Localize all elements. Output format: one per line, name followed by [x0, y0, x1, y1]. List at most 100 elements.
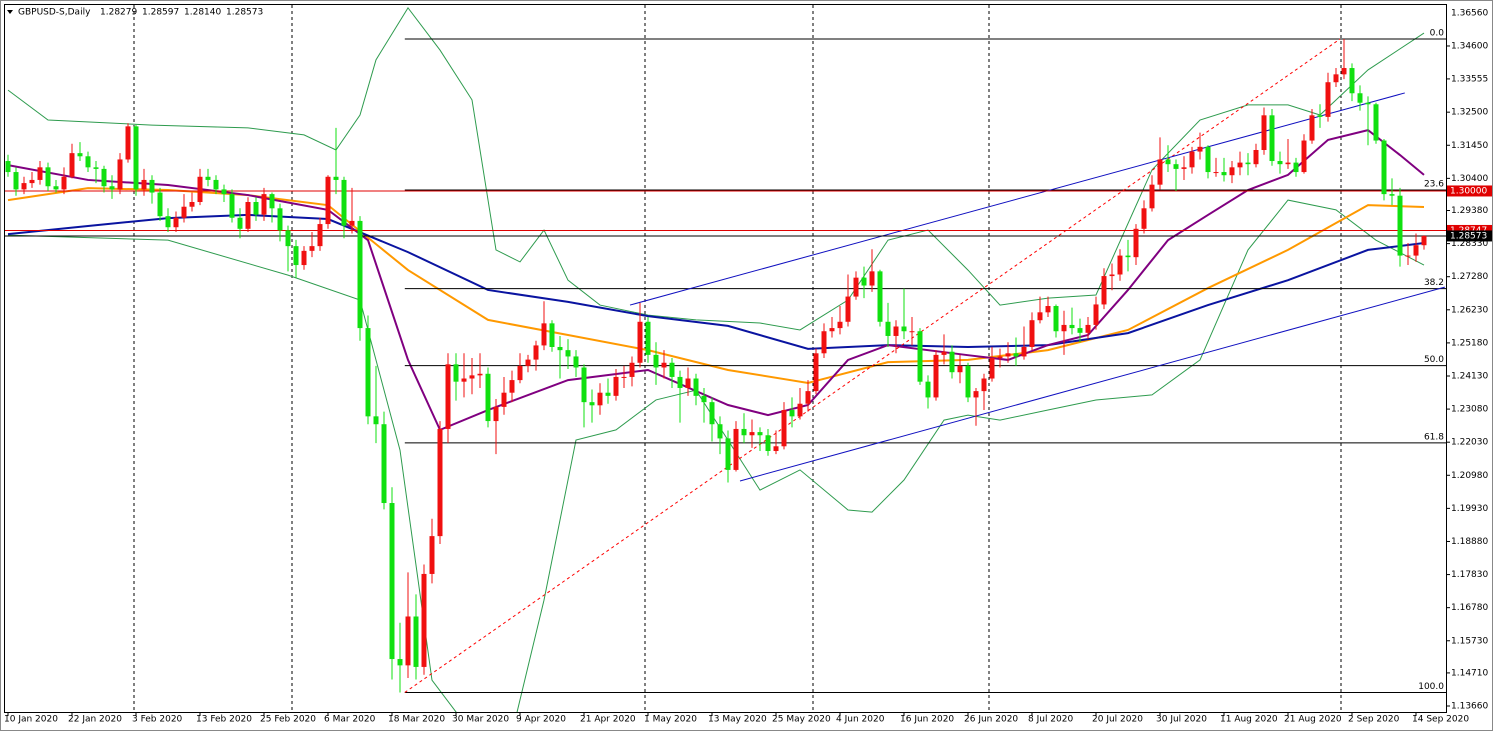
candle-body [525, 359, 531, 366]
candle-body [1405, 255, 1411, 257]
price-label-box [1447, 185, 1492, 197]
candle-body [133, 126, 139, 190]
candle-body [981, 378, 987, 392]
candle-body [101, 168, 107, 187]
candle-body [517, 365, 523, 381]
candle-body [253, 202, 259, 215]
candle-body [221, 189, 227, 195]
candle-body [1125, 255, 1131, 258]
x-tick-label: 1 May 2020 [644, 715, 697, 725]
candle-body [333, 176, 339, 180]
candle-body [477, 373, 483, 376]
y-tick-label: 1.32500 [1451, 108, 1488, 118]
candle-body [325, 176, 331, 225]
candle-body [1093, 304, 1099, 325]
candle-body [669, 362, 675, 377]
candle-body [965, 365, 971, 398]
candle-body [365, 328, 371, 417]
candle-body [173, 217, 179, 228]
y-tick-label: 1.14710 [1451, 668, 1488, 678]
fibo-label: 38.2 [1424, 278, 1444, 288]
candle-body [5, 161, 11, 173]
ohlc-value: 1.28140 [184, 8, 221, 18]
candle-body [453, 364, 459, 382]
candle-body [285, 230, 291, 247]
candle-body [437, 428, 443, 537]
candle-body [109, 186, 115, 190]
candle-body [349, 220, 355, 226]
ohlc-value: 1.28279 [100, 8, 137, 18]
candle-body [1061, 324, 1067, 332]
candle-body [1373, 104, 1379, 141]
candle-body [797, 403, 803, 417]
candle-body [821, 331, 827, 354]
candle-body [1365, 102, 1371, 105]
y-tick-label: 1.26230 [1451, 305, 1488, 315]
candle-body [501, 392, 507, 407]
plot-border [4, 4, 1447, 713]
candle-body [925, 381, 931, 398]
x-tick-label: 25 May 2020 [772, 715, 831, 725]
candle-body [1197, 146, 1203, 152]
candle-body [429, 536, 435, 574]
candle-body [829, 328, 835, 332]
candle-body [565, 350, 571, 357]
y-tick-label: 1.19930 [1451, 504, 1488, 514]
candle-body [229, 194, 235, 218]
candle-body [373, 416, 379, 425]
candle-body [1389, 194, 1395, 196]
y-tick-label: 1.20980 [1451, 471, 1488, 481]
candle-body [1141, 208, 1147, 229]
candle-body [973, 391, 979, 398]
candle-body [117, 159, 123, 190]
y-tick-label: 1.34600 [1451, 41, 1488, 51]
candle-body [653, 354, 659, 368]
x-tick-label: 21 Aug 2020 [1284, 715, 1342, 725]
candle-body [621, 376, 627, 378]
candle-body [933, 354, 939, 398]
x-tick-label: 22 Jan 2020 [68, 715, 122, 725]
candle-body [1357, 93, 1363, 103]
candle-body [1349, 68, 1355, 94]
trendline [629, 92, 1405, 306]
candle-body [1069, 324, 1075, 329]
candle-body [557, 346, 563, 351]
candle-body [293, 246, 299, 266]
x-tick-label: 13 May 2020 [708, 715, 767, 725]
y-tick-label: 1.31450 [1451, 141, 1488, 151]
candle-body [605, 392, 611, 396]
candle-body [1221, 172, 1227, 176]
candle-body [141, 179, 147, 190]
y-tick-label: 1.30400 [1451, 174, 1488, 184]
candle-body [493, 406, 499, 422]
plot-area [5, 6, 1446, 712]
candle-body [269, 194, 275, 209]
ohlc-values: 1.28279 1.28597 1.28140 1.28573 [100, 8, 263, 18]
y-tick-label: 1.25180 [1451, 338, 1488, 348]
candle-body [645, 321, 651, 355]
candle-body [853, 277, 859, 297]
candle-body [749, 432, 755, 436]
candle-body [301, 250, 307, 266]
candle-body [389, 503, 395, 660]
candle-body [1181, 167, 1187, 169]
candle-body [997, 356, 1003, 359]
candle-body [1293, 162, 1299, 173]
x-tick-label: 11 Aug 2020 [1220, 715, 1278, 725]
y-tick-label: 1.28330 [1451, 239, 1488, 249]
candle-body [461, 378, 467, 382]
candle-body [1045, 306, 1051, 313]
candle-body [717, 424, 723, 439]
candle-body [629, 362, 635, 377]
candle-body [677, 376, 683, 388]
y-tick-label: 1.33555 [1451, 74, 1488, 84]
candle-body [1053, 306, 1059, 332]
candle-body [1317, 115, 1323, 117]
candle-body [125, 126, 131, 160]
x-tick-label: 2 Sep 2020 [1348, 715, 1400, 725]
candle-body [469, 375, 475, 379]
candle-body [957, 365, 963, 373]
candle-body [901, 326, 907, 332]
candle-body [45, 167, 51, 187]
candle-body [509, 380, 515, 393]
